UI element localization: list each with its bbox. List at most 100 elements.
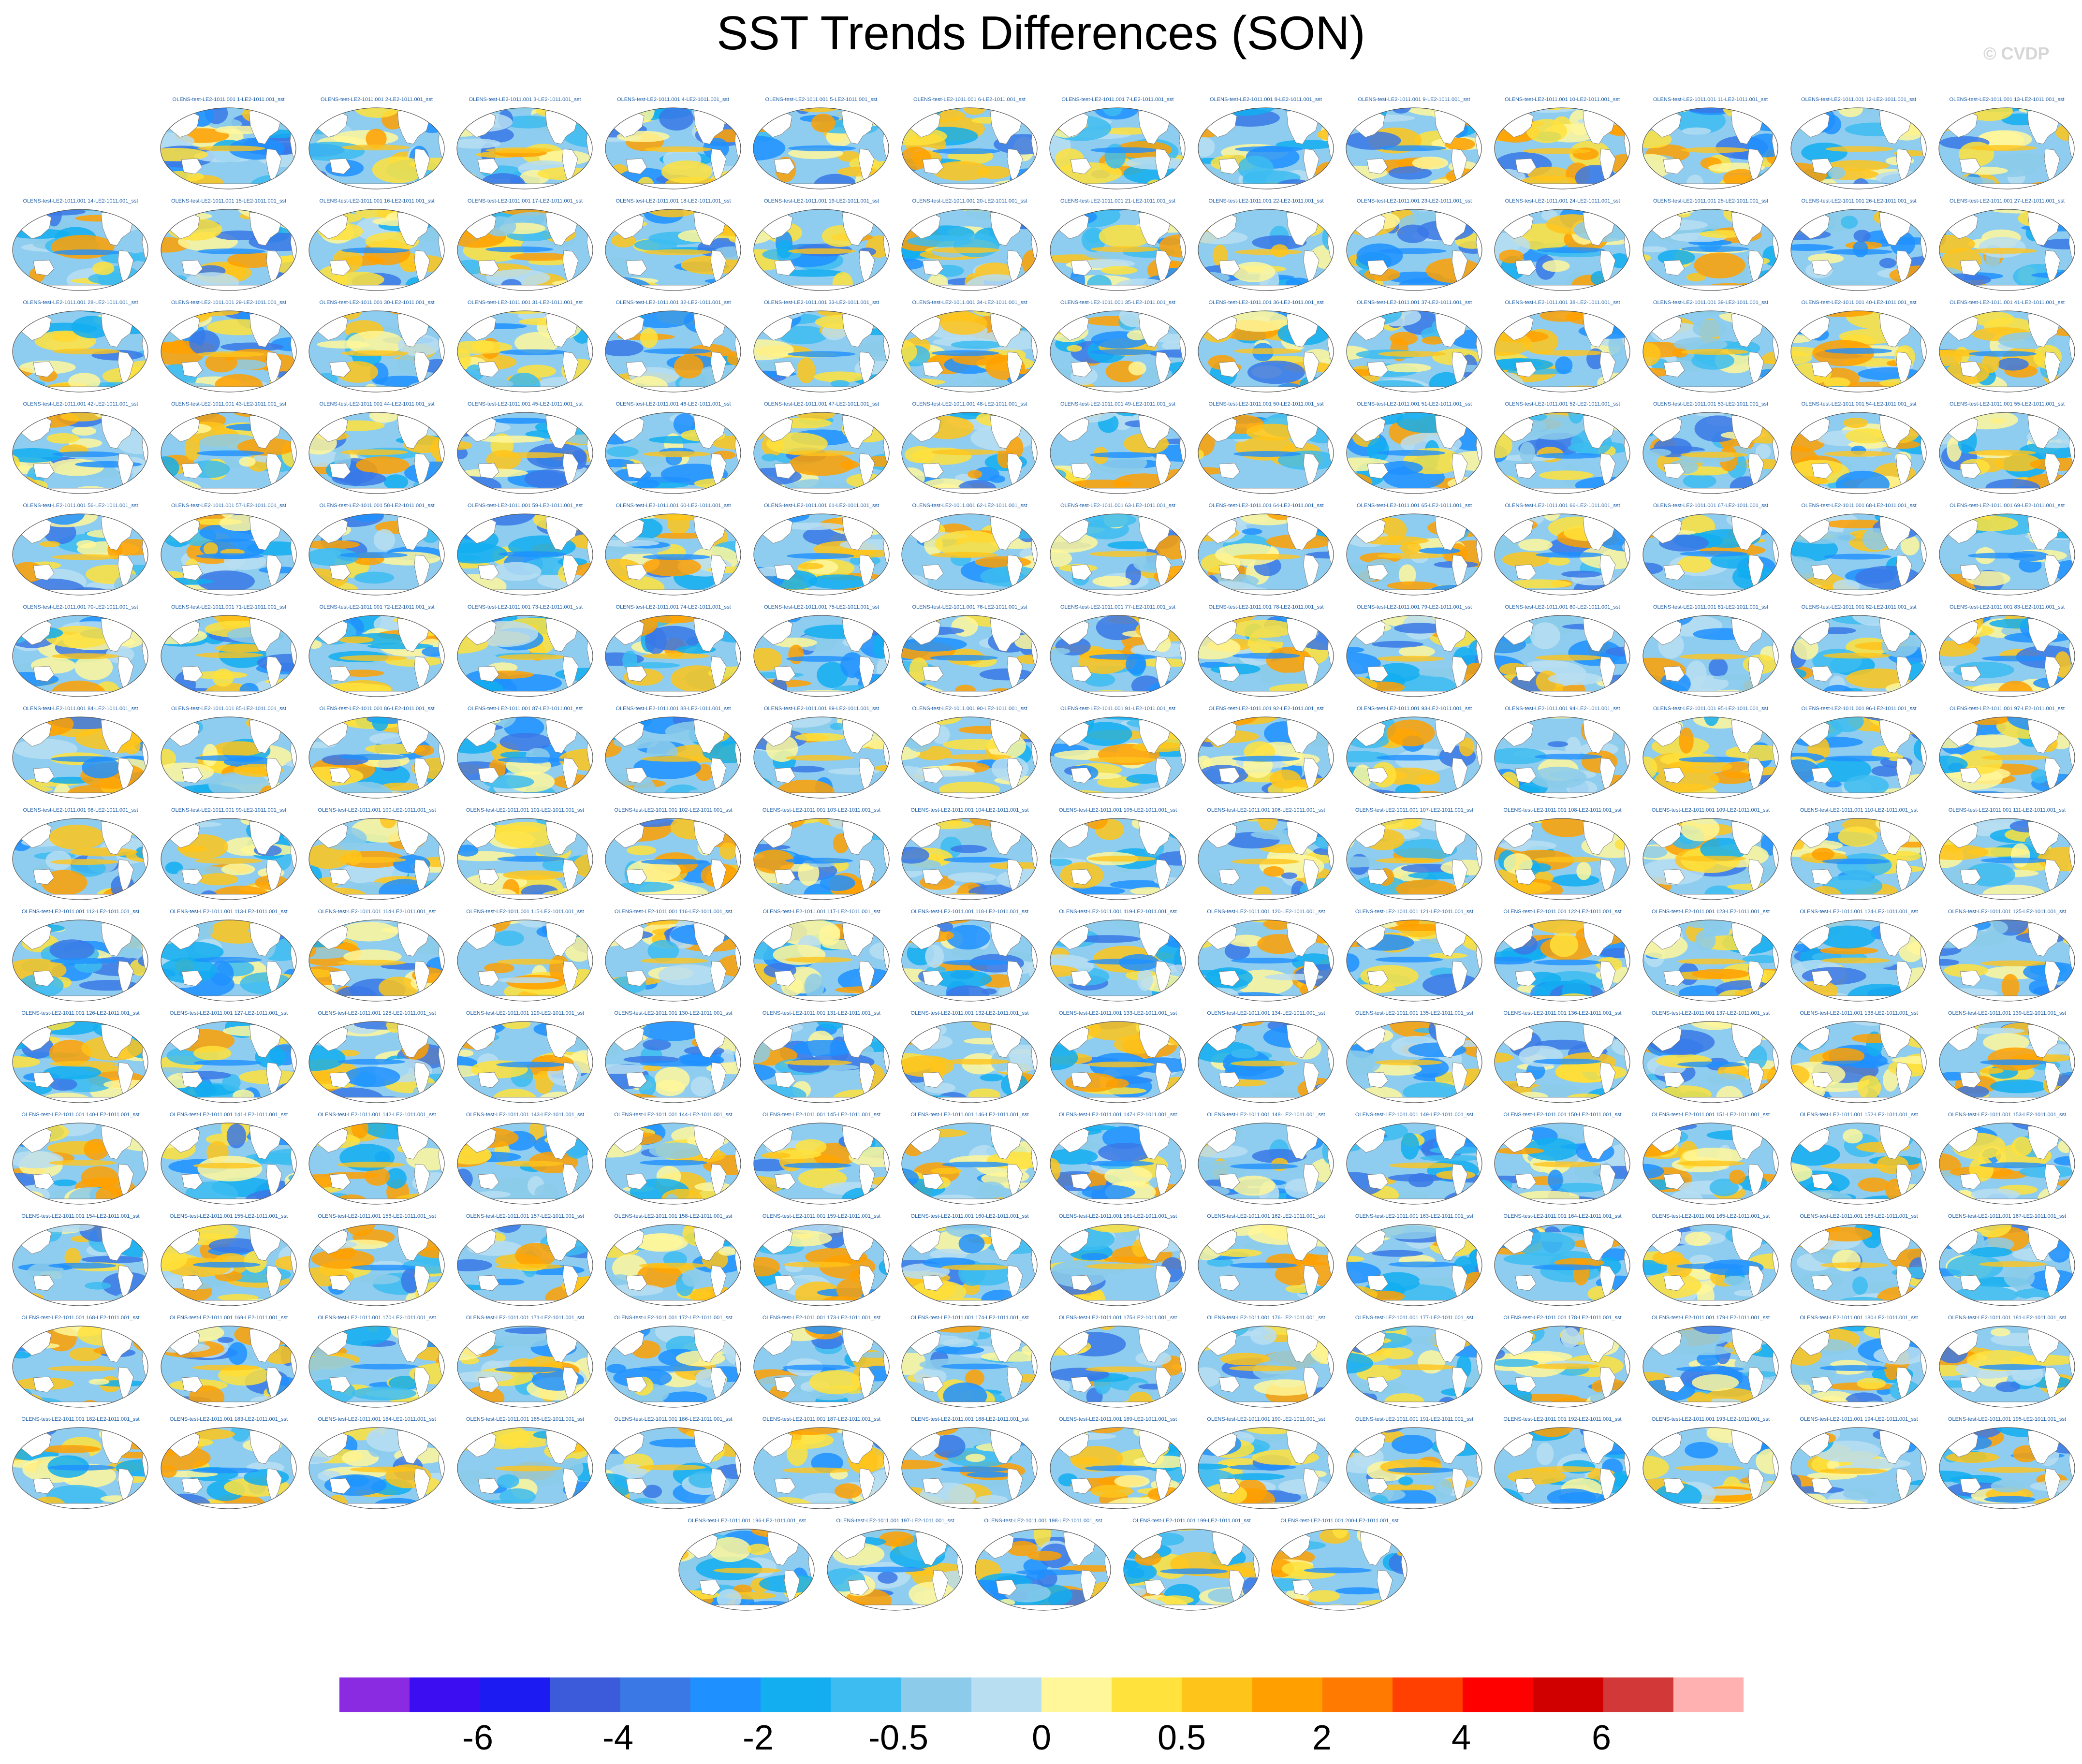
map-panel-label: OLENS-test-LE2-1011.001 55-LE2-1011.001_… xyxy=(1949,401,2065,407)
map-panel-label: OLENS-test-LE2-1011.001 38-LE2-1011.001_… xyxy=(1505,300,1620,306)
map-panel: OLENS-test-LE2-1011.001 134-LE2-1011.001… xyxy=(1192,1010,1340,1109)
map-panel: OLENS-test-LE2-1011.001 6-LE2-1011.001_s… xyxy=(896,97,1043,196)
map-panel: OLENS-test-LE2-1011.001 121-LE2-1011.001… xyxy=(1341,909,1488,1008)
map-panel-label: OLENS-test-LE2-1011.001 115-LE2-1011.001… xyxy=(466,909,584,915)
map-panel: OLENS-test-LE2-1011.001 94-LE2-1011.001_… xyxy=(1489,706,1636,805)
map-panel-label: OLENS-test-LE2-1011.001 42-LE2-1011.001_… xyxy=(23,401,138,407)
map-panel-label: OLENS-test-LE2-1011.001 46-LE2-1011.001_… xyxy=(616,401,731,407)
map-panel-label: OLENS-test-LE2-1011.001 132-LE2-1011.001… xyxy=(910,1010,1029,1016)
map-panel-label: OLENS-test-LE2-1011.001 9-LE2-1011.001_s… xyxy=(1358,97,1470,102)
map-panel-label: OLENS-test-LE2-1011.001 96-LE2-1011.001_… xyxy=(1801,706,1917,712)
map-panel: OLENS-test-LE2-1011.001 104-LE2-1011.001… xyxy=(896,807,1043,906)
map-panel: OLENS-test-LE2-1011.001 108-LE2-1011.001… xyxy=(1489,807,1636,906)
map-panel: OLENS-test-LE2-1011.001 137-LE2-1011.001… xyxy=(1637,1010,1785,1109)
map-panel-label: OLENS-test-LE2-1011.001 54-LE2-1011.001_… xyxy=(1801,401,1917,407)
map-panel-label: OLENS-test-LE2-1011.001 21-LE2-1011.001_… xyxy=(1060,198,1176,204)
map-panel: OLENS-test-LE2-1011.001 116-LE2-1011.001… xyxy=(600,909,747,1008)
map-panel-label: OLENS-test-LE2-1011.001 32-LE2-1011.001_… xyxy=(616,300,731,306)
map-panel-label: OLENS-test-LE2-1011.001 104-LE2-1011.001… xyxy=(910,807,1029,813)
map-panel: OLENS-test-LE2-1011.001 30-LE2-1011.001_… xyxy=(303,300,451,399)
map-panel-label: OLENS-test-LE2-1011.001 110-LE2-1011.001… xyxy=(1800,807,1918,813)
map-panel: OLENS-test-LE2-1011.001 23-LE2-1011.001_… xyxy=(1341,198,1488,297)
map-panel-label: OLENS-test-LE2-1011.001 18-LE2-1011.001_… xyxy=(616,198,731,204)
map-panel-label: OLENS-test-LE2-1011.001 17-LE2-1011.001_… xyxy=(467,198,583,204)
map-panel-label: OLENS-test-LE2-1011.001 52-LE2-1011.001_… xyxy=(1505,401,1620,407)
colorbar-tick-label: 2 xyxy=(1312,1719,1332,1757)
map-panel: OLENS-test-LE2-1011.001 117-LE2-1011.001… xyxy=(748,909,895,1008)
map-panel: OLENS-test-LE2-1011.001 89-LE2-1011.001_… xyxy=(748,706,895,805)
map-panel: OLENS-test-LE2-1011.001 70-LE2-1011.001_… xyxy=(7,604,154,703)
map-panel-label: OLENS-test-LE2-1011.001 154-LE2-1011.001… xyxy=(21,1213,140,1219)
map-panel: OLENS-test-LE2-1011.001 163-LE2-1011.001… xyxy=(1341,1213,1488,1312)
map-panel: OLENS-test-LE2-1011.001 110-LE2-1011.001… xyxy=(1785,807,1933,906)
map-panel-label: OLENS-test-LE2-1011.001 41-LE2-1011.001_… xyxy=(1949,300,2065,306)
map-panel: OLENS-test-LE2-1011.001 177-LE2-1011.001… xyxy=(1341,1315,1488,1414)
map-panel-label: OLENS-test-LE2-1011.001 198-LE2-1011.001… xyxy=(984,1518,1102,1524)
map-panel-label: OLENS-test-LE2-1011.001 157-LE2-1011.001… xyxy=(466,1213,585,1219)
colorbar-tick-label: 4 xyxy=(1451,1719,1471,1757)
map-panel: OLENS-test-LE2-1011.001 59-LE2-1011.001_… xyxy=(452,503,599,602)
colorbar-swatch xyxy=(1182,1677,1252,1712)
map-panel: OLENS-test-LE2-1011.001 41-LE2-1011.001_… xyxy=(1934,300,2081,399)
map-panel: OLENS-test-LE2-1011.001 111-LE2-1011.001… xyxy=(1934,807,2081,906)
map-panel-label: OLENS-test-LE2-1011.001 177-LE2-1011.001… xyxy=(1355,1315,1474,1321)
map-panel: OLENS-test-LE2-1011.001 147-LE2-1011.001… xyxy=(1044,1112,1192,1211)
colorbar-swatch xyxy=(1393,1677,1463,1712)
map-panel-label: OLENS-test-LE2-1011.001 31-LE2-1011.001_… xyxy=(467,300,583,306)
map-panel-label: OLENS-test-LE2-1011.001 109-LE2-1011.001… xyxy=(1651,807,1770,813)
map-panel: OLENS-test-LE2-1011.001 42-LE2-1011.001_… xyxy=(7,401,154,500)
colorbar-swatch xyxy=(761,1677,831,1712)
map-panel-label: OLENS-test-LE2-1011.001 131-LE2-1011.001… xyxy=(762,1010,881,1016)
map-panel-label: OLENS-test-LE2-1011.001 8-LE2-1011.001_s… xyxy=(1210,97,1322,102)
map-panel: OLENS-test-LE2-1011.001 115-LE2-1011.001… xyxy=(452,909,599,1008)
map-panel: OLENS-test-LE2-1011.001 17-LE2-1011.001_… xyxy=(452,198,599,297)
map-panel-label: OLENS-test-LE2-1011.001 23-LE2-1011.001_… xyxy=(1356,198,1472,204)
map-panel-label: OLENS-test-LE2-1011.001 101-LE2-1011.001… xyxy=(466,807,585,813)
map-panel-label: OLENS-test-LE2-1011.001 105-LE2-1011.001… xyxy=(1058,807,1177,813)
map-panel-label: OLENS-test-LE2-1011.001 10-LE2-1011.001_… xyxy=(1504,97,1620,102)
map-panel: OLENS-test-LE2-1011.001 64-LE2-1011.001_… xyxy=(1192,503,1340,602)
map-panel-label: OLENS-test-LE2-1011.001 29-LE2-1011.001_… xyxy=(171,300,287,306)
map-panel-label: OLENS-test-LE2-1011.001 141-LE2-1011.001… xyxy=(169,1112,288,1118)
map-panel: OLENS-test-LE2-1011.001 81-LE2-1011.001_… xyxy=(1637,604,1785,703)
map-panel-label: OLENS-test-LE2-1011.001 189-LE2-1011.001… xyxy=(1058,1416,1177,1422)
map-panel-label: OLENS-test-LE2-1011.001 114-LE2-1011.001… xyxy=(318,909,436,915)
map-panel-label: OLENS-test-LE2-1011.001 28-LE2-1011.001_… xyxy=(23,300,138,306)
colorbar-tick-label: -6 xyxy=(462,1719,494,1757)
map-panel-label: OLENS-test-LE2-1011.001 60-LE2-1011.001_… xyxy=(616,503,731,509)
map-panel-label: OLENS-test-LE2-1011.001 78-LE2-1011.001_… xyxy=(1208,604,1324,610)
map-panel: OLENS-test-LE2-1011.001 167-LE2-1011.001… xyxy=(1934,1213,2081,1312)
map-panel: OLENS-test-LE2-1011.001 164-LE2-1011.001… xyxy=(1489,1213,1636,1312)
map-panel: OLENS-test-LE2-1011.001 2-LE2-1011.001_s… xyxy=(303,97,451,196)
map-panel-label: OLENS-test-LE2-1011.001 142-LE2-1011.001… xyxy=(318,1112,436,1118)
map-panel-label: OLENS-test-LE2-1011.001 30-LE2-1011.001_… xyxy=(319,300,435,306)
map-panel: OLENS-test-LE2-1011.001 39-LE2-1011.001_… xyxy=(1637,300,1785,399)
map-panel: OLENS-test-LE2-1011.001 4-LE2-1011.001_s… xyxy=(600,97,747,196)
map-panel: OLENS-test-LE2-1011.001 60-LE2-1011.001_… xyxy=(600,503,747,602)
map-panel-label: OLENS-test-LE2-1011.001 133-LE2-1011.001… xyxy=(1058,1010,1177,1016)
map-panel: OLENS-test-LE2-1011.001 106-LE2-1011.001… xyxy=(1192,807,1340,906)
map-panel: OLENS-test-LE2-1011.001 15-LE2-1011.001_… xyxy=(155,198,303,297)
map-panel: OLENS-test-LE2-1011.001 98-LE2-1011.001_… xyxy=(7,807,154,906)
map-panel: OLENS-test-LE2-1011.001 27-LE2-1011.001_… xyxy=(1934,198,2081,297)
map-panel-label: OLENS-test-LE2-1011.001 175-LE2-1011.001… xyxy=(1058,1315,1177,1321)
map-panel-label: OLENS-test-LE2-1011.001 34-LE2-1011.001_… xyxy=(912,300,1027,306)
map-panel: OLENS-test-LE2-1011.001 80-LE2-1011.001_… xyxy=(1489,604,1636,703)
map-panel-label: OLENS-test-LE2-1011.001 191-LE2-1011.001… xyxy=(1355,1416,1474,1422)
map-panel: OLENS-test-LE2-1011.001 193-LE2-1011.001… xyxy=(1637,1416,1785,1516)
map-panel: OLENS-test-LE2-1011.001 187-LE2-1011.001… xyxy=(748,1416,895,1516)
map-panel: OLENS-test-LE2-1011.001 130-LE2-1011.001… xyxy=(600,1010,747,1109)
map-panel-label: OLENS-test-LE2-1011.001 97-LE2-1011.001_… xyxy=(1949,706,2065,712)
map-panel: OLENS-test-LE2-1011.001 34-LE2-1011.001_… xyxy=(896,300,1043,399)
map-panel: OLENS-test-LE2-1011.001 107-LE2-1011.001… xyxy=(1341,807,1488,906)
map-panel-label: OLENS-test-LE2-1011.001 71-LE2-1011.001_… xyxy=(171,604,287,610)
map-panel: OLENS-test-LE2-1011.001 96-LE2-1011.001_… xyxy=(1785,706,1933,805)
map-panel: OLENS-test-LE2-1011.001 79-LE2-1011.001_… xyxy=(1341,604,1488,703)
map-panel-label: OLENS-test-LE2-1011.001 83-LE2-1011.001_… xyxy=(1949,604,2065,610)
map-panel-label: OLENS-test-LE2-1011.001 65-LE2-1011.001_… xyxy=(1356,503,1472,509)
colorbar-swatch xyxy=(1603,1677,1673,1712)
map-panel-label: OLENS-test-LE2-1011.001 106-LE2-1011.001… xyxy=(1207,807,1325,813)
map-panel: OLENS-test-LE2-1011.001 140-LE2-1011.001… xyxy=(7,1112,154,1211)
map-panel-label: OLENS-test-LE2-1011.001 90-LE2-1011.001_… xyxy=(912,706,1027,712)
map-panel-label: OLENS-test-LE2-1011.001 72-LE2-1011.001_… xyxy=(319,604,435,610)
